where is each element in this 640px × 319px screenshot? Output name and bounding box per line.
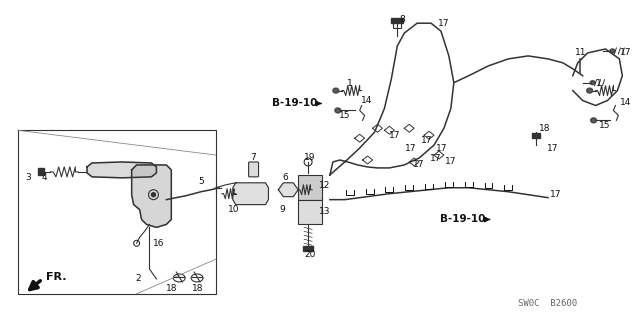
Text: 17: 17 — [388, 131, 400, 140]
Text: 17: 17 — [413, 160, 425, 169]
Text: 9: 9 — [280, 205, 285, 214]
Bar — [394, 22, 401, 28]
Text: 18: 18 — [193, 284, 204, 293]
Text: 4: 4 — [42, 173, 47, 182]
Text: 2: 2 — [136, 274, 141, 284]
Text: FR.: FR. — [47, 272, 67, 282]
Text: SW0C  B2600: SW0C B2600 — [518, 299, 577, 308]
Text: 12: 12 — [319, 181, 331, 190]
Ellipse shape — [610, 49, 615, 53]
Ellipse shape — [333, 88, 339, 93]
Bar — [532, 133, 540, 138]
Text: B-19-10: B-19-10 — [440, 214, 486, 225]
Text: 5: 5 — [198, 177, 204, 186]
Text: 18: 18 — [540, 124, 551, 133]
Circle shape — [152, 193, 156, 197]
Polygon shape — [132, 165, 172, 227]
Bar — [303, 246, 313, 251]
Polygon shape — [87, 162, 156, 178]
Text: 17: 17 — [550, 190, 562, 199]
Polygon shape — [233, 183, 268, 204]
Text: 17: 17 — [436, 144, 447, 152]
Text: 13: 13 — [319, 207, 331, 216]
FancyBboxPatch shape — [248, 162, 259, 177]
Polygon shape — [278, 183, 298, 197]
Text: 8: 8 — [399, 15, 405, 24]
Text: 15: 15 — [339, 111, 351, 120]
Text: 14: 14 — [620, 98, 631, 107]
Text: 17: 17 — [406, 144, 417, 152]
Text: 20: 20 — [305, 250, 316, 259]
Bar — [392, 18, 403, 23]
Text: 16: 16 — [153, 239, 164, 248]
Text: 17: 17 — [620, 48, 631, 57]
Ellipse shape — [335, 108, 341, 113]
Text: 1: 1 — [596, 79, 602, 88]
Text: 7: 7 — [251, 152, 257, 161]
FancyBboxPatch shape — [298, 175, 322, 200]
Text: 3: 3 — [26, 173, 31, 182]
Bar — [38, 168, 44, 175]
FancyBboxPatch shape — [298, 200, 322, 225]
Ellipse shape — [587, 88, 593, 93]
Text: 14: 14 — [361, 96, 372, 105]
Ellipse shape — [590, 81, 595, 85]
Text: 17: 17 — [445, 158, 456, 167]
Text: 17: 17 — [547, 144, 559, 152]
Text: 15: 15 — [599, 121, 611, 130]
Text: 1: 1 — [347, 79, 353, 88]
Text: 17: 17 — [421, 136, 433, 145]
Text: 10: 10 — [228, 205, 239, 214]
Text: 17: 17 — [438, 19, 450, 28]
Text: 11: 11 — [575, 48, 586, 57]
Text: 18: 18 — [166, 284, 177, 293]
Text: 6: 6 — [282, 173, 288, 182]
Text: B-19-10: B-19-10 — [271, 99, 317, 108]
Text: 17: 17 — [430, 153, 442, 162]
Text: 19: 19 — [305, 152, 316, 161]
Ellipse shape — [591, 118, 596, 123]
